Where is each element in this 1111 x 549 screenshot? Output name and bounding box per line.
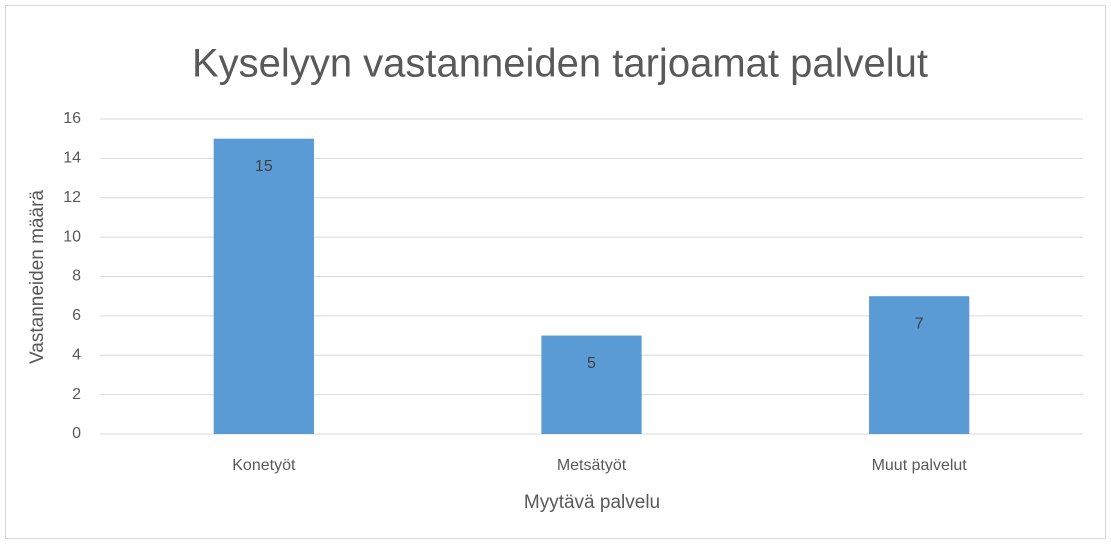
y-tick-label: 0 <box>72 425 81 442</box>
bar <box>869 296 970 434</box>
x-tick-label: Muut palvelut <box>872 457 968 474</box>
y-tick-label: 16 <box>63 110 81 127</box>
y-tick-label: 10 <box>63 228 81 245</box>
bar <box>213 138 314 434</box>
x-tick-label: Metsätyöt <box>557 457 627 474</box>
data-label: 15 <box>255 158 273 175</box>
y-tick-label: 4 <box>72 346 81 363</box>
x-axis-label: Myytävä palvelu <box>524 492 660 513</box>
data-label: 5 <box>587 355 596 372</box>
y-tick-label: 12 <box>63 189 81 206</box>
bar <box>541 335 642 434</box>
x-tick-label: Konetyöt <box>232 457 296 474</box>
y-tick-label: 14 <box>63 150 81 167</box>
y-tick-label: 8 <box>72 268 81 285</box>
y-tick-label: 6 <box>72 307 81 324</box>
chart-title: Kyselyyn vastanneiden tarjoamat palvelut <box>192 42 928 86</box>
data-label: 7 <box>915 315 924 332</box>
y-axis-label: Vastanneiden määrä <box>27 190 48 364</box>
y-tick-label: 2 <box>72 386 81 403</box>
chart-border <box>5 5 1106 539</box>
